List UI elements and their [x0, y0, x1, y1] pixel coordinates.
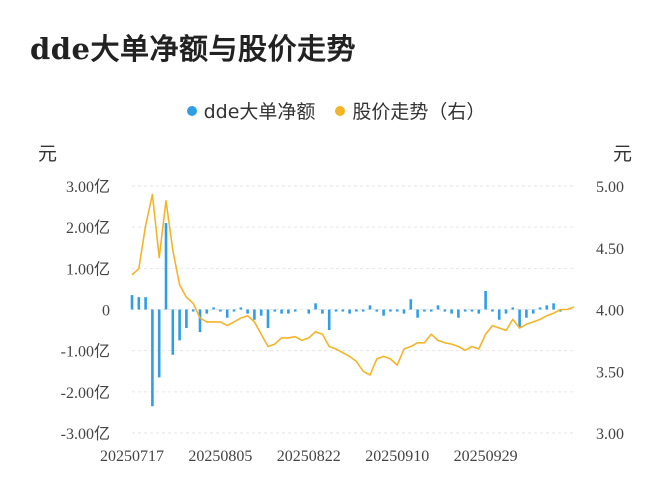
bar — [266, 309, 270, 329]
bar — [171, 309, 175, 355]
bar — [287, 309, 290, 314]
line-layer — [131, 193, 575, 376]
bar — [355, 309, 358, 312]
bar — [341, 309, 345, 312]
bar — [491, 309, 494, 312]
legend-label-price: 股价走势（右） — [352, 101, 486, 123]
bar — [348, 309, 351, 314]
bar — [321, 309, 324, 314]
bar — [314, 303, 317, 310]
bar — [280, 309, 283, 314]
bar — [191, 309, 195, 312]
bar — [259, 309, 263, 316]
left-tick-label: 2.00亿 — [66, 219, 110, 237]
bar — [477, 309, 481, 314]
right-tick-label: 3.50 — [596, 364, 624, 381]
bar-layer — [130, 223, 562, 407]
bar — [450, 309, 453, 314]
left-axis-unit: 元 — [38, 143, 58, 165]
bar — [205, 309, 209, 314]
bar — [497, 309, 501, 320]
bar — [525, 309, 528, 318]
bar — [531, 309, 535, 314]
bar — [130, 295, 134, 310]
price-line — [131, 193, 575, 376]
bar — [429, 309, 433, 312]
bar — [361, 309, 365, 312]
bar — [375, 309, 379, 312]
bar — [253, 309, 256, 320]
axis-layer: 3.00亿 2.00亿 1.00亿 0 -1.00亿 -2.00亿 -3.00亿 5.00 4.… — [61, 178, 624, 465]
bar — [382, 309, 385, 316]
bar — [137, 297, 141, 310]
bar — [327, 309, 331, 331]
bar — [395, 309, 399, 312]
bar — [416, 309, 419, 318]
bar — [368, 305, 372, 310]
left-tick-label: 1.00亿 — [66, 260, 110, 278]
bar — [409, 299, 413, 310]
right-tick-label: 3.00 — [596, 426, 624, 443]
bar — [307, 309, 311, 314]
bar — [443, 309, 447, 312]
bar — [273, 309, 277, 312]
bar — [423, 309, 426, 312]
left-tick-label: 3.00亿 — [66, 178, 110, 196]
x-tick-label: 20250805 — [188, 448, 252, 465]
bar — [212, 307, 215, 310]
bar — [144, 297, 147, 310]
bar — [246, 309, 249, 314]
bar — [219, 309, 222, 312]
bar — [463, 309, 467, 312]
bar — [239, 307, 243, 310]
chart-title: dde大单净额与股价走势 — [30, 32, 357, 66]
bar — [151, 309, 154, 407]
bar — [198, 309, 202, 333]
bar — [504, 309, 508, 314]
bar — [545, 305, 549, 310]
bar — [470, 309, 474, 312]
x-tick-label: 20250822 — [277, 448, 341, 465]
x-tick-label: 20250717 — [100, 448, 164, 465]
x-tick-label: 20250910 — [365, 448, 429, 465]
bar — [484, 290, 487, 310]
bar — [518, 309, 521, 329]
bar — [389, 309, 392, 312]
legend: dde大单净额 股价走势（右） — [0, 97, 672, 124]
bar — [293, 309, 297, 312]
grid-layer — [132, 185, 574, 434]
bar — [334, 309, 338, 312]
left-tick-label: 0 — [102, 303, 110, 320]
left-tick-label: -3.00亿 — [61, 425, 110, 443]
bar — [436, 305, 440, 310]
right-tick-label: 4.50 — [596, 241, 624, 258]
right-tick-label: 4.00 — [596, 303, 624, 320]
right-axis-unit: 元 — [613, 143, 633, 165]
legend-dot-price — [335, 105, 346, 116]
bar — [552, 303, 555, 310]
bar — [559, 309, 562, 312]
left-tick-label: -1.00亿 — [61, 343, 110, 361]
bar — [232, 309, 236, 312]
bar — [157, 309, 161, 378]
bar — [185, 309, 188, 329]
right-tick-label: 5.00 — [596, 179, 624, 196]
bar — [402, 309, 406, 314]
x-tick-label: 20250929 — [454, 448, 518, 465]
legend-item-price[interactable]: 股价走势（右） — [335, 97, 485, 124]
bar — [511, 307, 515, 310]
legend-dot-dde — [186, 105, 197, 116]
legend-label-dde: dde大单净额 — [203, 101, 316, 123]
bar — [457, 309, 460, 318]
bar — [538, 307, 542, 310]
bar — [164, 223, 168, 310]
bar — [225, 309, 229, 318]
left-tick-label: -2.00亿 — [61, 384, 110, 402]
bar — [178, 309, 181, 341]
legend-item-dde[interactable]: dde大单净额 — [186, 97, 316, 124]
